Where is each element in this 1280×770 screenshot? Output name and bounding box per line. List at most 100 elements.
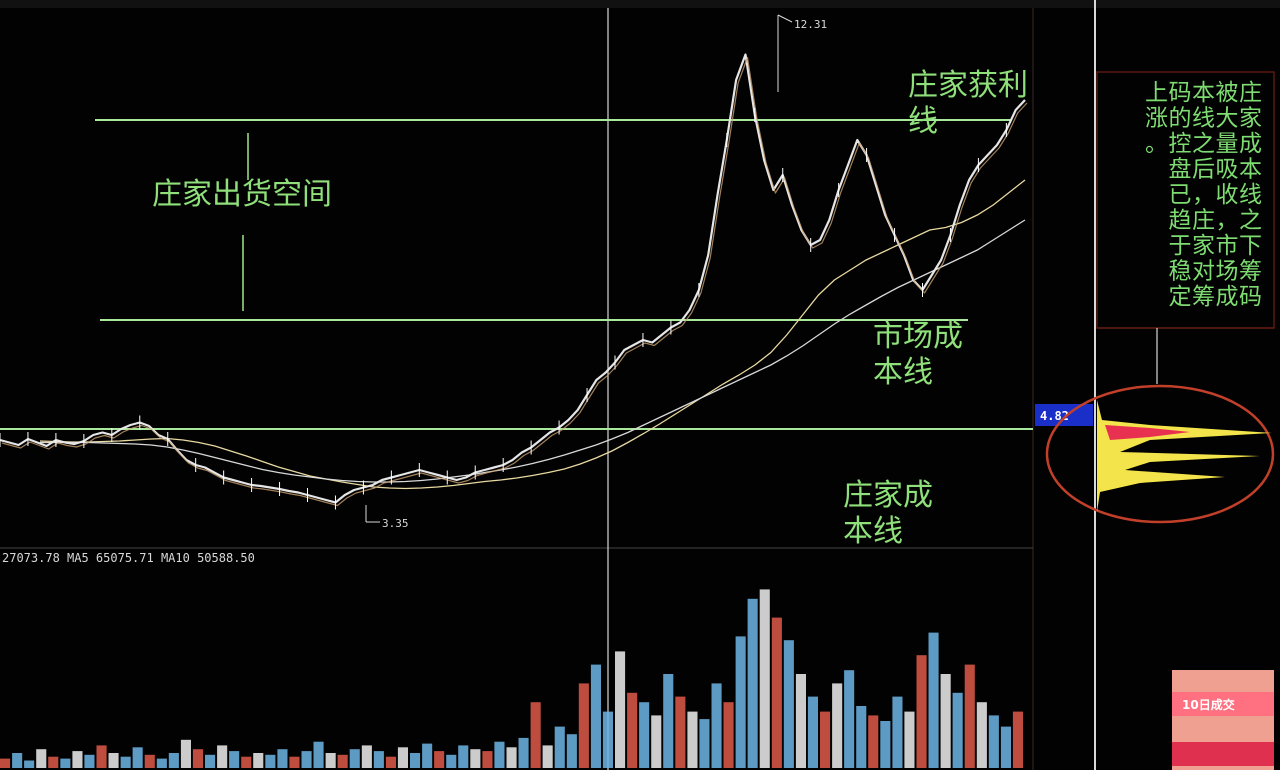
volume-bar — [36, 749, 47, 768]
volume-bar — [132, 747, 143, 768]
note-char: 市 — [1216, 233, 1239, 259]
note-char: 线 — [1192, 106, 1215, 132]
note-char: 上 — [1145, 80, 1168, 106]
volume-bar — [952, 692, 963, 768]
note-char: 成 — [1216, 284, 1239, 310]
volume-bar — [687, 711, 698, 768]
note-char: ， — [1216, 208, 1239, 234]
volume-bar — [229, 751, 240, 768]
volume-bar — [494, 741, 505, 768]
note-char: 后 — [1192, 157, 1215, 183]
volume-bar — [554, 726, 565, 768]
volume-bar — [265, 754, 276, 768]
market-cost-line-label-line1: 市场成 — [873, 319, 963, 354]
note-char: 筹 — [1192, 284, 1215, 310]
current-price-tag-bg — [1035, 404, 1093, 426]
note-char: 码 — [1239, 284, 1262, 310]
note-char: 成 — [1239, 131, 1262, 157]
profit-line-label-line2: 线 — [908, 104, 938, 139]
volume-bar — [458, 745, 469, 768]
volume-bar — [820, 711, 831, 768]
volume-bar — [48, 756, 59, 768]
note-text: 庄家成本线之下筹码被大量吸收，市场成本线之后，庄家对筹码的控盘已趋于稳定上涨。 — [1145, 80, 1262, 310]
note-char: 之 — [1239, 208, 1262, 234]
moving-average-lines — [39, 179, 1026, 490]
note-char: 定 — [1169, 284, 1192, 310]
note-char: 本 — [1239, 157, 1262, 183]
dealer-cost-line-label-line1: 庄家成 — [843, 478, 933, 513]
volume-bar — [24, 760, 35, 768]
note-char: 于 — [1169, 233, 1192, 259]
profit-line-label: 庄家获利 线 — [908, 68, 1038, 139]
note-char: 的 — [1169, 106, 1192, 132]
volume-bar — [651, 715, 662, 768]
volume-bar — [313, 741, 324, 768]
volume-bar — [892, 696, 903, 768]
volume-bar — [747, 598, 758, 768]
note-char: 下 — [1239, 233, 1262, 259]
volume-bar — [807, 696, 818, 768]
note-char: 家 — [1239, 106, 1262, 132]
volume-bar — [217, 745, 228, 768]
profit-line-label-line1: 庄家获利 — [908, 68, 1028, 103]
chip-distribution-fill — [1097, 400, 1272, 512]
volume-bar — [482, 751, 493, 768]
volume-bar — [542, 745, 553, 768]
volume-bar — [771, 617, 782, 768]
market-cost-line-label-line2: 本线 — [873, 355, 933, 390]
note-char: 庄 — [1239, 80, 1262, 106]
note-char: 涨 — [1145, 106, 1168, 132]
market-cost-line-label: 市场成 本线 — [873, 319, 973, 390]
volume-bar — [180, 739, 191, 768]
volume-bar — [735, 636, 746, 768]
range-label: 庄家出货空间 — [152, 177, 332, 212]
ma-line-2 — [40, 219, 1026, 483]
chip-distribution-highlight — [1105, 425, 1190, 440]
volume-bar — [518, 737, 529, 768]
volume-bar — [856, 706, 867, 768]
volume-bar — [615, 651, 626, 768]
low-marker-label: 3.35 — [382, 517, 409, 530]
note-char: 控 — [1169, 131, 1192, 157]
volume-bar — [72, 751, 83, 768]
volume-bar — [301, 751, 312, 768]
volume-bar — [289, 756, 300, 768]
indicator-readout: 27073.78 MA5 65075.71 MA10 50588.50 — [2, 551, 255, 565]
volume-bar — [108, 753, 119, 768]
volume-bar — [373, 751, 384, 768]
note-char: 家 — [1192, 233, 1215, 259]
volume-bar — [639, 702, 650, 768]
volume-bar — [60, 758, 71, 768]
volume-bar — [590, 664, 601, 768]
volume-bar — [530, 702, 541, 768]
note-char: 吸 — [1216, 157, 1239, 183]
volume-bar — [964, 664, 975, 768]
note-char: ， — [1192, 182, 1215, 208]
volume-bar — [96, 745, 107, 768]
note-char: 。 — [1145, 131, 1168, 157]
volume-bar — [410, 753, 421, 768]
volume-bar — [566, 734, 577, 768]
note-char: 筹 — [1239, 259, 1262, 285]
volume-bar — [192, 749, 203, 768]
volume-bar — [120, 756, 131, 768]
note-char: 收 — [1216, 182, 1239, 208]
dealer-cost-line-label-line2: 本线 — [843, 514, 903, 549]
volume-bar — [723, 702, 734, 768]
price-line-series — [0, 53, 1028, 510]
volume-bar — [880, 721, 891, 768]
volume-bar — [602, 711, 613, 768]
top-bar — [0, 0, 1280, 8]
volume-bar — [506, 747, 517, 768]
volume-bar — [663, 674, 674, 768]
note-char: 线 — [1239, 182, 1262, 208]
dealer-cost-line-label: 庄家成 本线 — [843, 478, 943, 549]
price-line — [0, 53, 1026, 504]
note-char: 场 — [1216, 259, 1239, 285]
volume-bar — [325, 753, 336, 768]
stat-block-highlight — [1172, 692, 1274, 716]
volume-bar — [397, 747, 408, 768]
chip-distribution — [1097, 400, 1272, 512]
volume-bar — [976, 702, 987, 768]
